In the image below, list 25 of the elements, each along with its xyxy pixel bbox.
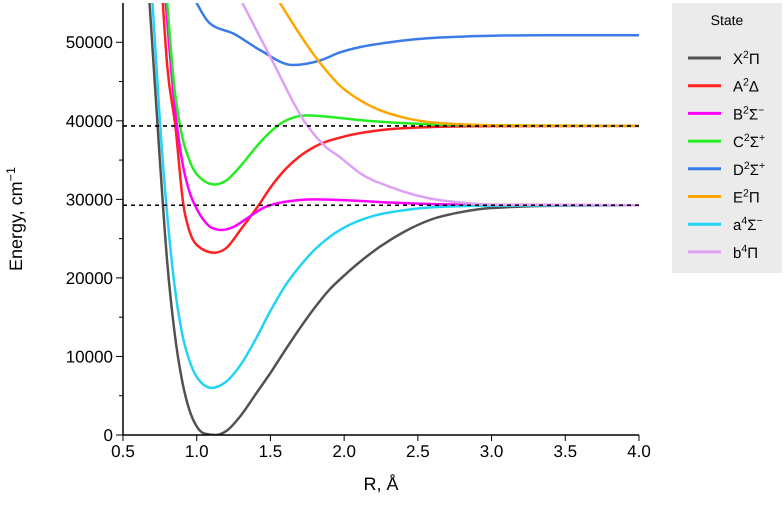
legend-label: b$^{4}$Π — [733, 242, 758, 262]
y-tick-label: 10000 — [66, 347, 113, 366]
legend-label: E$^{2}$Π — [733, 188, 760, 206]
x-tick-label: 3.5 — [553, 442, 578, 461]
line-series — [195, 3, 639, 66]
x-tick-label: 1.5 — [258, 442, 282, 461]
y-tick-label: 0 — [104, 426, 113, 445]
y-tick-label: 40000 — [66, 112, 113, 131]
x-tick-label: 2.5 — [406, 442, 430, 461]
y-tick-label: 30000 — [66, 190, 113, 210]
x-tick-label: 1.0 — [184, 442, 209, 461]
x-tick-label: 2.0 — [332, 442, 356, 461]
legend-label: D$^{2}$Σ$^{+}$ — [733, 160, 766, 179]
y-tick-label: 20000 — [66, 268, 113, 288]
x-tick-label: 0.5 — [111, 442, 135, 461]
x-tick-label: 4.0 — [627, 442, 651, 461]
legend-label: B$^{2}$Σ$^{−}$ — [733, 104, 764, 124]
legend-label: X$^{2}$Π — [733, 49, 760, 68]
legend-title: State — [710, 12, 744, 28]
x-tick-label: 3.0 — [480, 442, 504, 461]
legend-label: A$^{2}$Δ — [733, 76, 759, 96]
legend-label: C$^{2}$Σ$^{+}$ — [733, 132, 766, 152]
x-axis-title: R, Å — [363, 474, 399, 494]
y-tick-label: 50000 — [66, 33, 113, 52]
legend-label: a$^{4}$Σ$^{−}$ — [733, 215, 763, 234]
